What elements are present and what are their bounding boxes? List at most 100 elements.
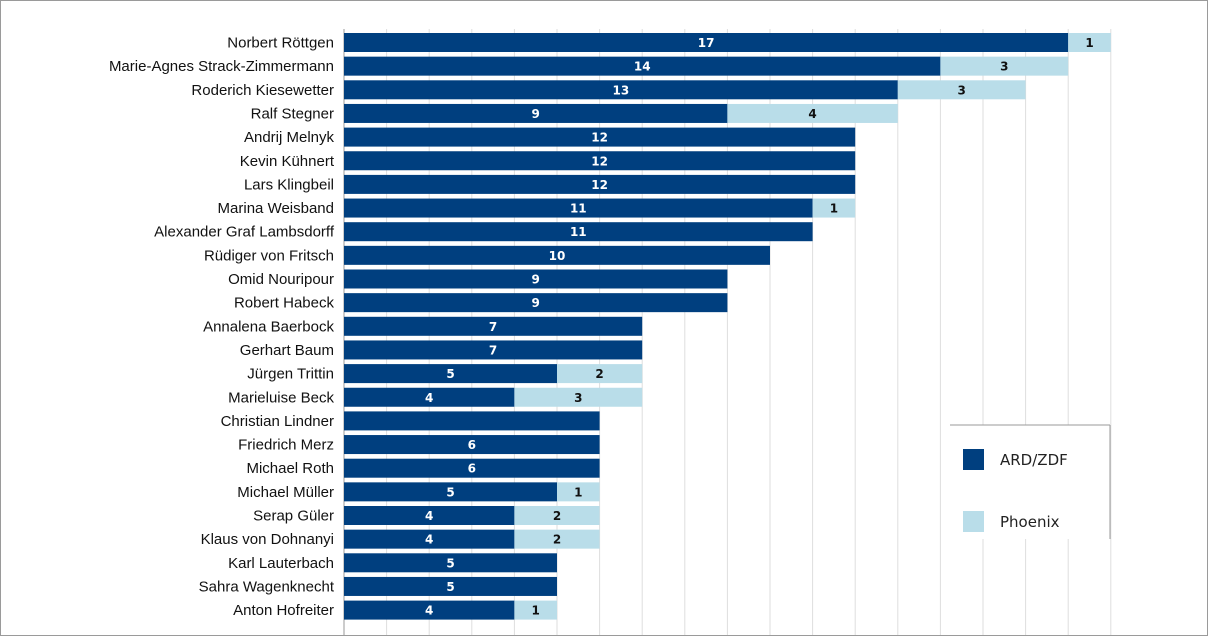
category-label: Michael Müller <box>237 484 334 501</box>
data-label: 9 <box>532 296 540 310</box>
category-labels: Norbert Röttgen Marie-Agnes Strack-Zimmer… <box>109 35 335 620</box>
data-label: 13 <box>613 83 630 97</box>
bar-segment <box>344 340 643 360</box>
category-label: Sahra Wagenknecht <box>199 578 335 595</box>
bar-segment <box>812 198 856 218</box>
bar-segment <box>344 293 728 313</box>
data-label: 4 <box>425 391 433 405</box>
category-label: Annalena Baerbock <box>203 318 334 335</box>
data-label: 6 <box>468 438 476 452</box>
category-label: Rüdiger von Fritsch <box>204 247 334 264</box>
data-label: 1 <box>574 485 582 499</box>
category-label: Marina Weisband <box>218 200 334 217</box>
bar-segment <box>897 80 1026 100</box>
category-label: Michael Roth <box>246 460 334 477</box>
category-label: Kevin Kühnert <box>240 153 335 170</box>
bar-segment <box>344 245 770 265</box>
bar-segment <box>557 482 600 502</box>
data-label: 12 <box>591 131 608 145</box>
category-label: Christian Lindner <box>221 413 334 430</box>
bar-segment <box>344 222 813 242</box>
data-label: 4 <box>808 107 816 121</box>
legend: ARD/ZDF Phoenix <box>950 424 1111 539</box>
category-label: Omid Nouripour <box>228 271 334 288</box>
category-label: Friedrich Merz <box>238 437 334 454</box>
data-label: 7 <box>489 343 497 357</box>
data-label: 1 <box>532 604 540 618</box>
data-label: 3 <box>574 391 582 405</box>
bar-segment <box>514 529 600 549</box>
bar-segment <box>557 364 643 384</box>
data-label: 4 <box>425 509 433 523</box>
data-label: 1 <box>1085 36 1093 50</box>
category-label: Marie-Agnes Strack-Zimmermann <box>109 58 334 75</box>
bar-segment <box>727 103 898 123</box>
bar-segment <box>344 435 600 455</box>
data-label: 4 <box>425 533 433 547</box>
data-label: 9 <box>532 107 540 121</box>
legend-swatch <box>963 449 984 470</box>
data-label: 6 <box>468 462 476 476</box>
bar-segment <box>344 553 557 573</box>
data-label: 1 <box>830 202 838 216</box>
bar-segment <box>344 506 515 525</box>
data-label: 5 <box>446 580 454 594</box>
bar-segment <box>344 56 941 76</box>
bar-segment <box>514 600 557 620</box>
data-label: 9 <box>532 273 540 287</box>
bar-segment <box>344 103 728 123</box>
category-label: Roderich Kiesewetter <box>191 82 334 99</box>
bar-segment <box>344 127 856 147</box>
data-label: 17 <box>698 36 715 50</box>
category-label: Robert Habeck <box>234 295 335 312</box>
bar-segment <box>344 364 557 384</box>
bar-segment <box>344 80 898 100</box>
data-label: 12 <box>591 154 608 168</box>
data-label: 3 <box>1000 60 1008 74</box>
legend-label: ARD/ZDF <box>1000 451 1068 469</box>
bar-segment <box>514 387 643 407</box>
data-label: 11 <box>570 202 587 216</box>
bar-segment <box>514 506 600 525</box>
data-label: 3 <box>958 83 966 97</box>
bar-segment <box>344 33 1069 52</box>
bar-segment <box>344 387 515 407</box>
category-label: Ralf Stegner <box>251 105 334 122</box>
bar-segment <box>344 151 856 171</box>
data-label: 11 <box>570 225 587 239</box>
data-label: 4 <box>425 604 433 618</box>
data-label: 2 <box>553 509 561 523</box>
category-label: Karl Lauterbach <box>228 555 334 572</box>
category-label: Gerhart Baum <box>240 342 334 359</box>
category-label: Marieluise Beck <box>228 389 334 406</box>
category-label: Andrij Melnyk <box>244 129 335 146</box>
bar-segment <box>344 576 557 596</box>
category-label: Jürgen Trittin <box>247 366 334 383</box>
data-label: 10 <box>549 249 566 263</box>
category-label: Anton Hofreiter <box>233 602 334 619</box>
bar-segment <box>344 269 728 289</box>
bar-segment <box>344 458 600 478</box>
bar-segment <box>344 600 515 620</box>
legend-swatch <box>963 511 984 532</box>
data-label: 5 <box>446 367 454 381</box>
bar-segment <box>344 198 813 218</box>
category-label: Alexander Graf Lambsdorff <box>154 224 335 241</box>
data-label: 2 <box>595 367 603 381</box>
bar-segment <box>344 316 643 336</box>
data-label: 7 <box>489 320 497 334</box>
bar-segment <box>940 56 1069 76</box>
category-label: Lars Klingbeil <box>244 176 334 193</box>
data-label: 5 <box>446 485 454 499</box>
legend-label: Phoenix <box>1000 513 1060 531</box>
bar-segment <box>344 482 557 502</box>
data-label: 2 <box>553 533 561 547</box>
category-label: Norbert Röttgen <box>227 35 334 52</box>
bar-segment <box>344 174 856 194</box>
bar-segment <box>344 529 515 549</box>
category-label: Serap Güler <box>253 508 334 525</box>
data-label: 14 <box>634 60 651 74</box>
